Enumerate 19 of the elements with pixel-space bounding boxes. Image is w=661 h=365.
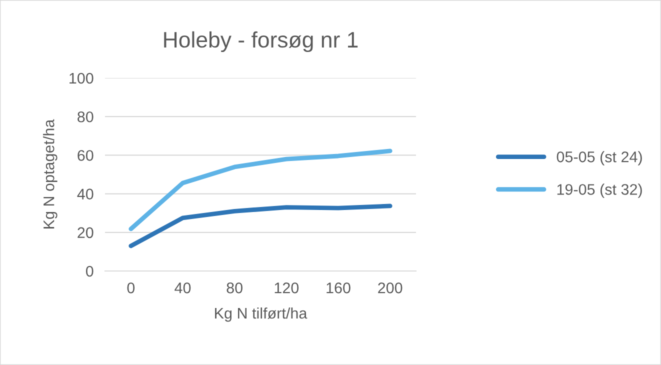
y-axis-title: Kg N optaget/ha — [43, 119, 58, 228]
x-tick-label: 200 — [378, 282, 402, 294]
legend-label: 05-05 (st 24) — [556, 151, 642, 166]
x-axis-title: Kg N tilført/ha — [215, 307, 308, 322]
legend-label: 19-05 (st 32) — [557, 184, 642, 198]
x-tick-label: 0 — [127, 282, 135, 294]
y-tick-label: 40 — [77, 188, 94, 200]
x-tick-label: 40 — [174, 282, 191, 294]
line-series — [128, 204, 392, 248]
y-tick-label: 0 — [86, 266, 94, 277]
chart-title: Holeby - forsøg nr 1 — [164, 31, 358, 52]
x-tick-label: 120 — [274, 282, 299, 294]
y-tick-label: 60 — [78, 150, 94, 161]
y-tick-label: 20 — [78, 227, 94, 238]
x-tick-label: 160 — [326, 282, 350, 294]
x-tick-label: 80 — [226, 282, 242, 294]
line-series — [128, 148, 392, 232]
y-tick-label: 100 — [70, 72, 94, 84]
y-tick-label: 80 — [78, 111, 94, 122]
